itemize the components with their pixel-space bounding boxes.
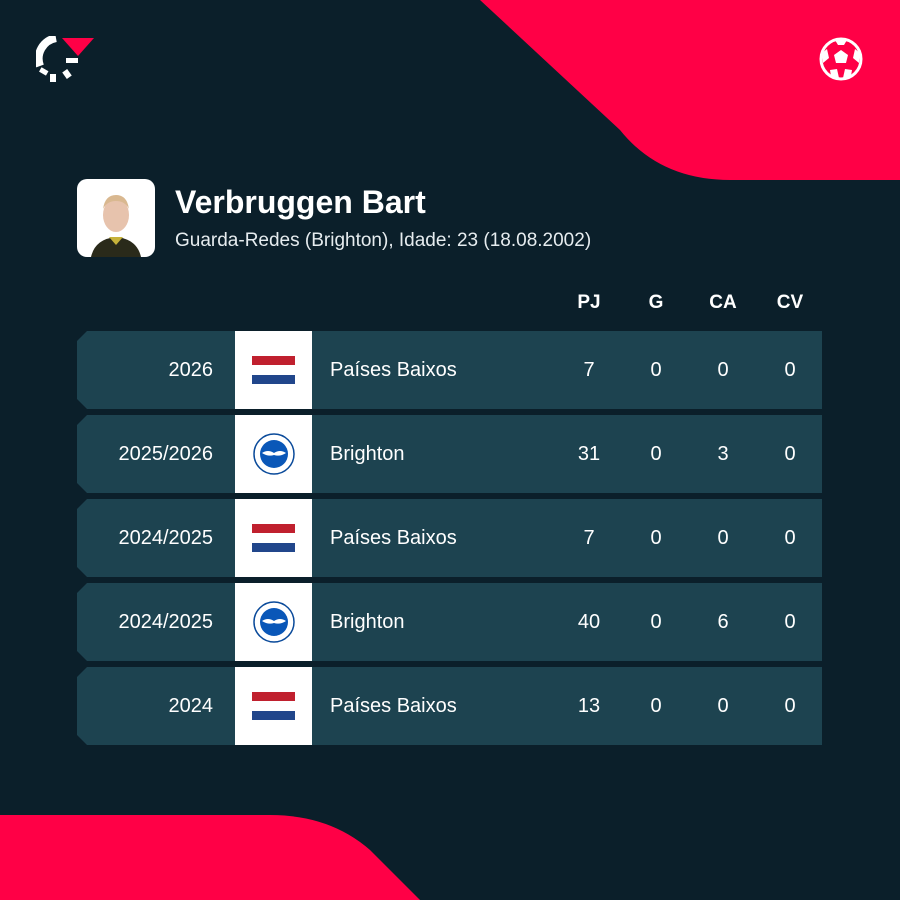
table-row: 2025/2026 Brighton 31 0 3 0 [77,415,822,493]
netherlands-flag-icon [252,524,295,552]
table-row: 2026 Países Baixos 7 0 0 0 [77,331,822,409]
table-row: 2024/2025 Brighton 40 0 6 0 [77,583,822,661]
player-name: Verbruggen Bart [175,184,426,220]
g-value: 0 [650,695,662,717]
team-name: Brighton [330,611,405,633]
table-row: 2024/2025 Países Baixos 7 0 0 0 [77,499,822,577]
ca-value: 6 [717,611,729,633]
cv-value: 0 [784,695,796,717]
cv-value: 0 [784,527,796,549]
team-badge [235,667,312,745]
header-g: G [648,292,664,313]
team-badge [235,583,312,661]
g-value: 0 [650,443,662,465]
pj-value: 7 [583,359,595,381]
brighton-crest-icon [253,433,295,475]
season: 2024 [168,695,213,717]
team-name: Países Baixos [330,527,457,549]
season: 2026 [168,359,213,381]
team-name: Brighton [330,443,405,465]
netherlands-flag-icon [252,356,295,384]
team-name: Países Baixos [330,695,457,717]
header-pj: PJ [577,292,601,313]
header-cv: CV [776,292,804,313]
cv-value: 0 [784,611,796,633]
g-value: 0 [650,611,662,633]
ca-value: 0 [717,695,729,717]
season: 2024/2025 [118,611,213,633]
team-name: Países Baixos [330,359,457,381]
season: 2024/2025 [118,527,213,549]
cv-value: 0 [784,359,796,381]
player-subtitle: Guarda-Redes (Brighton), Idade: 23 (18.0… [175,230,592,251]
player-photo [77,179,155,257]
pj-value: 40 [577,611,601,633]
football-icon [819,37,863,81]
pj-value: 7 [583,527,595,549]
g-value: 0 [650,527,662,549]
table-row: 2024 Países Baixos 13 0 0 0 [77,667,822,745]
team-badge [235,415,312,493]
pj-value: 31 [577,443,601,465]
team-badge [235,499,312,577]
header-ca: CA [709,292,737,313]
season: 2025/2026 [118,443,213,465]
netherlands-flag-icon [252,692,295,720]
brighton-crest-icon [253,601,295,643]
flashscore-logo-icon [36,36,94,82]
ca-value: 3 [717,443,729,465]
g-value: 0 [650,359,662,381]
ca-value: 0 [717,359,729,381]
cv-value: 0 [784,443,796,465]
team-badge [235,331,312,409]
pj-value: 13 [577,695,601,717]
ca-value: 0 [717,527,729,549]
